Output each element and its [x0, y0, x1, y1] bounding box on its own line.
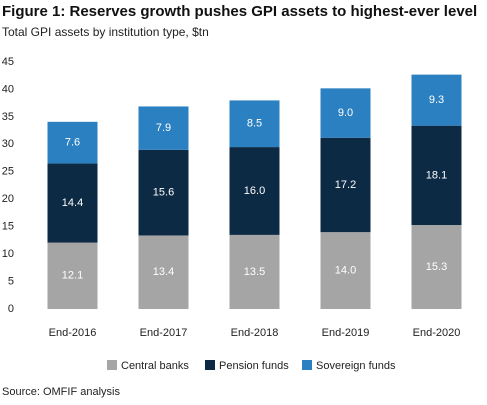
y-tick-label: 5 — [8, 275, 14, 287]
bar-segment — [411, 225, 462, 309]
value-label: 12.1 — [62, 270, 83, 282]
y-tick-label: 15 — [2, 221, 14, 233]
bar-segment — [411, 74, 462, 126]
legend-label: Central banks — [121, 360, 189, 372]
value-label: 14.0 — [335, 264, 356, 276]
value-label: 13.4 — [153, 266, 174, 278]
x-tick-label: End-2016 — [49, 327, 97, 339]
legend-label: Sovereign funds — [316, 360, 396, 372]
value-label: 15.6 — [153, 187, 174, 199]
chart-title: Figure 1: Reserves growth pushes GPI ass… — [2, 3, 477, 20]
value-label: 17.2 — [335, 179, 356, 191]
x-tick-label: End-2019 — [322, 327, 370, 339]
bar-segment — [138, 106, 189, 150]
legend-swatch — [302, 360, 312, 370]
bar-segment — [229, 100, 280, 148]
y-tick-label: 30 — [2, 138, 14, 150]
x-tick-label: End-2017 — [140, 327, 188, 339]
bar-segment — [320, 232, 371, 309]
x-tick-label: End-2020 — [413, 327, 461, 339]
bar-segment — [411, 125, 462, 226]
value-label: 14.4 — [62, 197, 83, 209]
value-label: 18.1 — [426, 169, 447, 181]
bar-segment — [47, 242, 98, 309]
value-label: 7.6 — [65, 137, 80, 149]
bar-segment — [320, 88, 371, 138]
y-tick-label: 40 — [2, 83, 14, 95]
value-label: 9.0 — [338, 107, 353, 119]
value-label: 9.3 — [429, 94, 444, 106]
value-label: 15.3 — [426, 261, 447, 273]
bar-segment — [229, 234, 280, 309]
y-tick-label: 35 — [2, 111, 14, 123]
legend-swatch — [107, 360, 117, 370]
bar-segment — [229, 147, 280, 235]
y-tick-label: 25 — [2, 166, 14, 178]
bar-segment — [47, 121, 98, 164]
value-label: 7.9 — [156, 122, 171, 134]
chart-subtitle: Total GPI assets by institution type, $t… — [2, 25, 209, 39]
value-label: 16.0 — [244, 185, 265, 197]
x-tick-label: End-2018 — [231, 327, 279, 339]
y-tick-label: 20 — [2, 193, 14, 205]
legend-label: Pension funds — [219, 360, 289, 372]
bar-segment — [138, 235, 189, 309]
bar-segment — [47, 163, 98, 243]
value-label: 13.5 — [244, 266, 265, 278]
source: Source: OMFIF analysis — [2, 386, 120, 398]
y-tick-label: 10 — [2, 248, 14, 260]
y-tick-label: 0 — [8, 303, 14, 315]
bar-segment — [138, 149, 189, 236]
legend-swatch — [205, 360, 215, 370]
y-tick-label: 45 — [2, 56, 14, 68]
value-label: 8.5 — [247, 118, 262, 130]
bar-segment — [320, 137, 371, 233]
